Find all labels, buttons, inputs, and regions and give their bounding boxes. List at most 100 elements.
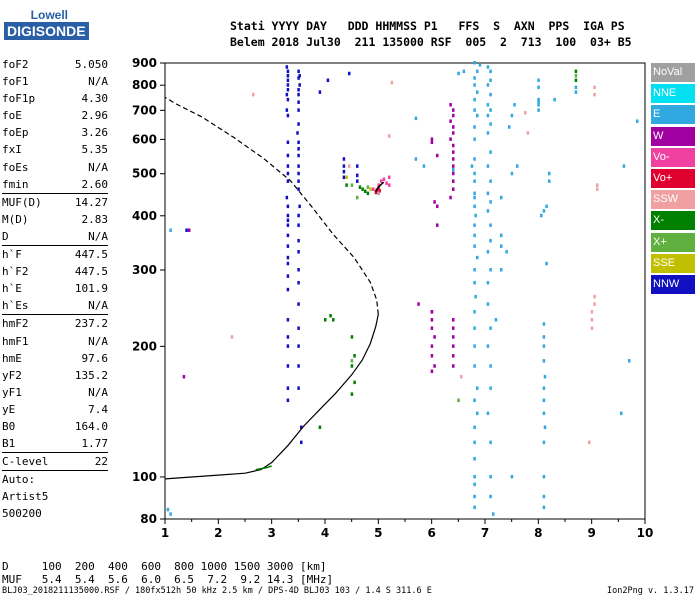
echo-point [285,65,289,69]
echo-point [513,103,516,107]
x-tick-label: 10 [637,526,654,540]
echo-point [297,164,300,168]
echo-point [489,78,492,83]
echo-point [593,85,596,90]
echo-point [297,147,300,151]
param-row: 500200 [2,505,108,522]
param-row: h`E 101.9 [2,280,108,297]
param-value: 2.60 [81,177,109,191]
echo-point [526,131,530,135]
echo-point [542,440,546,445]
echo-point [473,171,476,176]
param-row: hmF2 237.2 [2,314,108,332]
echo-point [342,169,346,174]
echo-point [297,267,300,272]
echo-point [489,364,492,368]
legend-item: SSE [651,253,695,273]
echo-point [574,78,578,83]
echo-point [510,474,514,479]
param-row: foE 2.96 [2,107,108,124]
echo-point [353,354,356,358]
echo-point [590,326,594,330]
header-row2: Belem 2018 Jul30 211 135000 RSF 005 2 71… [230,35,632,49]
param-row: h`F 447.5 [2,245,108,263]
echo-point [449,103,452,107]
param-label: 500200 [2,507,42,521]
echo-point [473,280,476,285]
echo-point [374,190,378,195]
echo-point [489,223,492,227]
echo-point [457,71,460,76]
param-value: 447.5 [74,265,108,279]
param-value: 101.9 [74,282,108,296]
echo-point [390,80,394,85]
echo-point [524,111,527,115]
param-label: foE [2,109,22,123]
echo-point [473,195,476,200]
echo-point [300,425,303,430]
echo-point [297,108,300,112]
param-value: 447.5 [74,248,108,262]
parameter-panel: foF2 5.050 foF1 N/A foF1p 4.30 foE 2.96 foEp 3.26… [2,56,108,523]
echo-point [286,113,290,118]
footer: BLJ03_2018211135000.RSF / 180fx512h 50 k… [2,586,698,596]
echo-point [298,73,301,78]
echo-point [476,113,479,118]
y-tick-label: 80 [140,512,157,526]
echo-point [436,153,439,158]
echo-point [473,157,476,161]
echo-point [297,302,300,306]
echo-point [548,171,551,176]
echo-point [286,164,290,168]
echo-point [286,287,290,292]
echo-point [342,175,346,180]
echo-point [542,474,546,479]
echo-point [500,267,503,272]
echo-point [548,179,551,183]
legend-item: W [651,126,695,146]
echo-point [348,164,351,168]
distance-row: D 100 200 400 600 800 1000 1500 3000 [km… [2,560,327,573]
echo-point [486,302,490,306]
echo-point [593,92,596,97]
echo-point [473,474,476,479]
echo-point [285,92,289,97]
echo-point [377,186,380,191]
echo-point [476,90,479,94]
echo-point [593,302,596,306]
echo-point [473,76,476,80]
echo-point [543,425,547,430]
param-row: M(D) 2.83 [2,211,108,228]
echo-point [433,335,436,339]
param-label: yF2 [2,368,22,382]
echo-point [350,183,354,187]
echo-point [473,83,476,87]
echo-point [382,177,386,181]
param-value: 5.050 [74,58,108,71]
param-label: foF1 [2,75,29,89]
echo-point [388,134,391,138]
echo-point [286,318,290,322]
header-row1: Stati YYYY DAY DDD HHMMSS P1 FFS S AXN P… [230,19,625,33]
echo-point [297,122,300,126]
x-tick-label: 2 [214,526,222,540]
echo-point [486,65,490,69]
echo-point [545,204,548,209]
echo-point [470,164,474,168]
echo-point [542,335,546,339]
echo-point [286,153,290,158]
echo-point [286,69,290,74]
param-label: hmF1 [2,334,29,348]
echo-point [286,78,290,83]
echo-point [486,83,490,87]
logo-line2: DIGISONDE [4,22,89,40]
param-label: M(D) [2,212,29,226]
echo-point [286,233,290,238]
echo-point [460,374,463,379]
echo-point [500,244,503,248]
echo-point [361,187,364,191]
echo-point [286,261,290,266]
param-row: hmF1 N/A [2,333,108,350]
echo-point [286,83,290,87]
param-row: fmin 2.60 [2,176,108,193]
